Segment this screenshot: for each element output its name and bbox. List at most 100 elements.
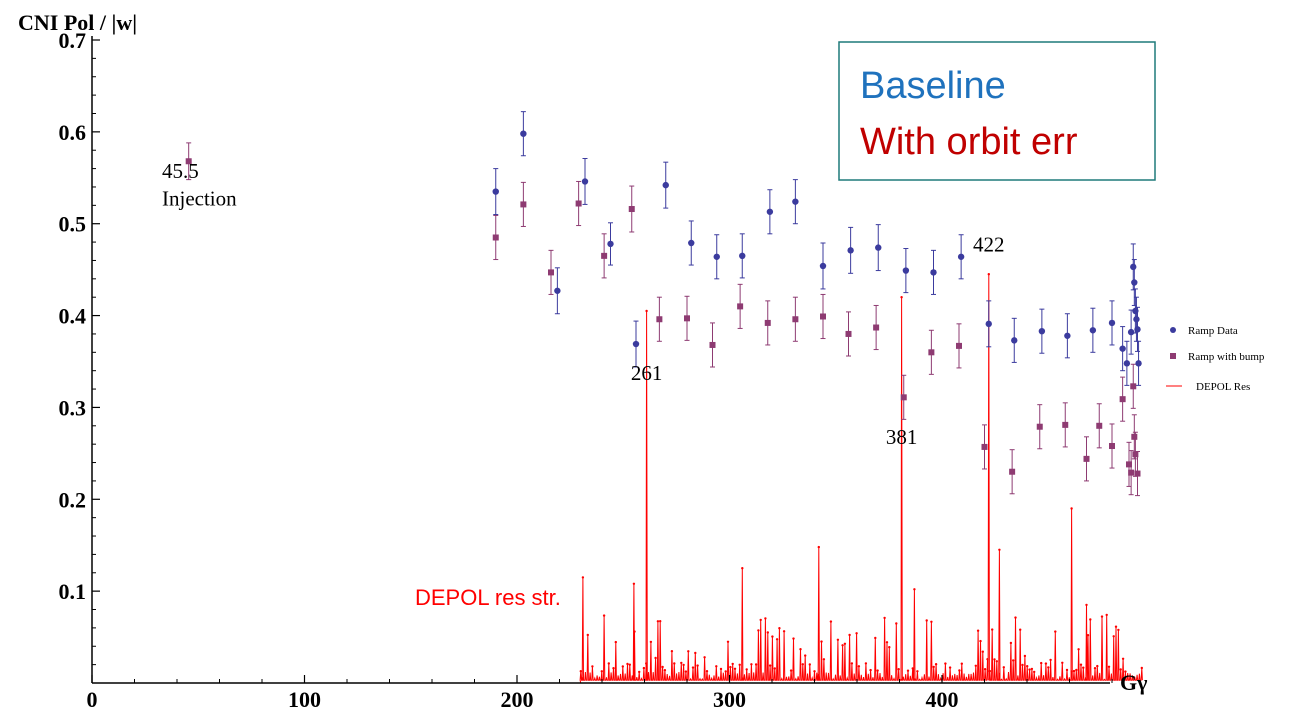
depol-point: [766, 631, 769, 634]
y-tick-label-2: 0.3: [59, 395, 87, 420]
ramp-bump-marker: [1131, 433, 1138, 440]
depol-point: [691, 666, 695, 669]
ramp-bump-marker: [656, 316, 663, 323]
ramp-data-point-16: [930, 249, 937, 295]
depol-point: [729, 665, 732, 669]
annotation-0: 45.5: [162, 159, 199, 183]
depol-point: [1117, 628, 1120, 632]
depol-point: [930, 620, 933, 623]
depol-point: [987, 273, 990, 276]
ramp-data-point-18: [985, 300, 992, 348]
ramp-data-point-29: [1132, 288, 1139, 334]
ramp-bump-marker: [520, 201, 527, 208]
ramp-bump-point-11: [764, 300, 771, 346]
ramp-bump-marker: [792, 316, 799, 323]
depol-point: [1065, 668, 1069, 672]
ramp-bump-point-2: [520, 181, 527, 227]
ramp-bump-marker: [1109, 443, 1115, 450]
ramp-bump-point-4: [575, 180, 582, 227]
ramp-bump-marker: [1096, 422, 1103, 429]
depol-point: [628, 663, 631, 666]
ramp-data-point-7: [688, 220, 695, 266]
ramp-data-marker: [1038, 327, 1046, 335]
depol-point: [764, 617, 767, 620]
depol-point: [916, 670, 919, 673]
depol-point: [885, 641, 889, 644]
text-box-baseline: Baseline: [860, 65, 1006, 107]
depol-point: [1044, 662, 1048, 665]
ramp-bump-marker: [1036, 423, 1043, 430]
depol-point: [911, 667, 914, 670]
ramp-data-point-5: [632, 320, 640, 368]
ramp-data-marker: [1011, 337, 1018, 344]
depol-point: [883, 616, 886, 620]
depol-point: [645, 309, 648, 313]
depol-point: [1019, 628, 1022, 631]
ramp-data-point-23: [1108, 300, 1116, 346]
depol-point: [649, 640, 653, 644]
ramp-bump-point-0: [185, 142, 192, 181]
depol-point: [1121, 657, 1125, 660]
depol-point: [602, 614, 606, 617]
ramp-bump-point-1: [492, 214, 499, 261]
ramp-data-point-25: [1123, 340, 1131, 386]
depol-point: [1085, 603, 1088, 607]
ramp-bump-point-14: [845, 311, 852, 357]
ramp-bump-marker: [1083, 455, 1090, 462]
depol-point: [654, 656, 657, 660]
depol-point: [974, 664, 977, 667]
ramp-bump-marker: [1119, 396, 1126, 403]
depol-point: [705, 670, 709, 673]
depol-point: [731, 662, 734, 666]
ramp-bump-point-32: [1134, 451, 1141, 497]
depol-point: [645, 662, 648, 665]
ramp-data-marker: [581, 178, 589, 185]
annotation-4: 422: [973, 232, 1005, 256]
depol-point: [680, 661, 683, 665]
depol-point: [1093, 667, 1097, 670]
ramp-data-point-22: [1089, 307, 1097, 353]
depol-point: [1070, 670, 1073, 673]
ramp-data-series: [492, 111, 1142, 386]
depol-point: [741, 567, 744, 570]
depol-point: [724, 670, 727, 673]
text-box: Baseline With orbit err: [838, 41, 1156, 181]
ramp-bump-marker: [1126, 461, 1132, 468]
ramp-data-point-8: [713, 234, 720, 280]
ramp-bump-point-22: [1062, 402, 1069, 448]
ramp-data-point-17: [957, 234, 965, 280]
depol-point: [626, 662, 629, 666]
depol-point: [801, 663, 804, 666]
legend-ramp-data-label: Ramp Data: [1188, 325, 1238, 337]
legend-ramp-data-marker: [1170, 327, 1176, 333]
ramp-bump-point-9: [709, 322, 716, 368]
ramp-data-point-9: [739, 233, 746, 279]
depol-point: [687, 650, 690, 653]
depol-point: [813, 670, 816, 673]
x-ticks: 0 100 200 300 400: [87, 675, 1113, 708]
annotation-2: 261: [631, 361, 663, 385]
depol-point: [792, 637, 795, 640]
depol-point: [703, 656, 706, 659]
depol-point: [808, 663, 811, 666]
text-box-orbit-err: With orbit err: [860, 121, 1078, 163]
ramp-bump-point-3: [548, 249, 554, 295]
ramp-bump-point-20: [1009, 449, 1016, 495]
ramp-bump-marker: [548, 269, 554, 276]
x-tick-label-4: 400: [926, 687, 959, 708]
ramp-data-marker: [1064, 332, 1071, 339]
depol-point: [913, 588, 916, 591]
ramp-data-point-10: [766, 189, 774, 235]
ramp-data-point-2: [554, 267, 561, 315]
annotations: 45.5 Injection 261 381 422 DEPOL res str.: [162, 159, 1005, 610]
ramp-bump-marker: [1132, 451, 1139, 458]
ramp-bump-point-25: [1109, 423, 1115, 469]
ramp-data-marker: [1133, 316, 1140, 323]
ramp-bump-marker: [928, 349, 935, 356]
depol-point: [864, 662, 868, 665]
depol-point: [817, 545, 820, 549]
depol-point: [848, 633, 851, 637]
ramp-data-marker: [957, 253, 965, 260]
annotation-5: DEPOL res str.: [415, 585, 561, 610]
